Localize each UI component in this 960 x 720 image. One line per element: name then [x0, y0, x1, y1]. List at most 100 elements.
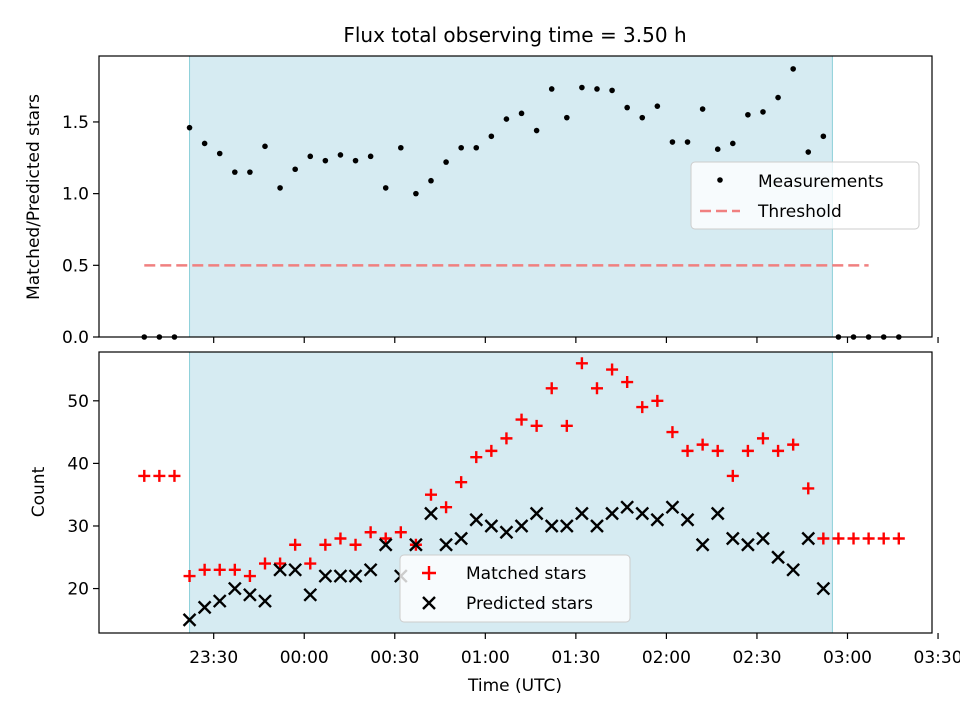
- measurement-point: [337, 152, 344, 158]
- top-y-tick-label: 1.0: [62, 185, 89, 205]
- matched-star-point: [636, 401, 649, 414]
- measurement-point: [533, 127, 540, 134]
- matched-star-point: [424, 488, 437, 501]
- measurement-point: [277, 185, 283, 191]
- x-axis-label: Time (UTC): [467, 676, 562, 696]
- matched-star-point: [621, 376, 634, 389]
- chart-title: Flux total observing time = 3.50 h: [343, 23, 686, 47]
- measurement-point: [292, 166, 298, 173]
- matched-star-point: [530, 419, 543, 432]
- top-y-tick-label: 0.0: [62, 328, 89, 348]
- measurement-point: [322, 157, 329, 164]
- legend-label-matched: Matched stars: [466, 564, 586, 584]
- predicted-star-point: [499, 525, 514, 540]
- predicted-star-point: [529, 506, 544, 521]
- predicted-star-point: [710, 506, 725, 521]
- matched-star-point: [274, 557, 287, 570]
- measurement-point: [247, 169, 253, 175]
- x-tick-label: 02:00: [642, 648, 691, 668]
- measurement-point: [367, 153, 374, 160]
- measurement-point: [820, 133, 827, 140]
- bottom-plot-area: [138, 357, 905, 627]
- matched-star-point: [606, 363, 619, 376]
- predicted-star-point: [680, 512, 695, 527]
- top-legend: Measurements Threshold: [690, 161, 920, 230]
- matched-star-point: [787, 438, 800, 451]
- measurement-point: [669, 139, 676, 145]
- matched-star-point: [651, 394, 664, 407]
- matched-star-point: [741, 444, 754, 457]
- bottom-y-axis-label: Count: [29, 466, 49, 517]
- legend-marker-matched: [422, 566, 436, 580]
- predicted-star-point: [348, 569, 363, 583]
- predicted-star-point: [363, 562, 378, 577]
- predicted-star-point: [575, 506, 589, 521]
- measurement-point: [518, 110, 525, 117]
- x-tick-label: 02:30: [732, 648, 781, 668]
- predicted-star-point: [409, 537, 423, 552]
- bottom-y-tick-label: 20: [67, 580, 89, 600]
- matched-star-point: [334, 532, 347, 545]
- measurement-point: [428, 177, 434, 184]
- measurement-point: [488, 133, 495, 140]
- matched-star-point: [258, 557, 271, 570]
- predicted-star-point: [197, 600, 212, 615]
- matched-star-point: [183, 570, 196, 583]
- predicted-star-point: [605, 506, 619, 521]
- measurement-point: [548, 86, 555, 92]
- matched-star-point: [877, 532, 890, 545]
- measurement-point: [382, 185, 389, 191]
- top-y-axis-label: Matched/Predicted stars: [24, 94, 44, 300]
- legend-marker-predicted: [422, 596, 436, 610]
- matched-star-point: [726, 469, 739, 482]
- matched-star-point: [832, 532, 845, 545]
- predicted-star-point: [665, 500, 680, 515]
- legend-label-threshold: Threshold: [757, 202, 842, 222]
- matched-star-point: [862, 532, 875, 545]
- predicted-star-point: [212, 594, 227, 608]
- predicted-star-point: [514, 519, 529, 533]
- measurement-point: [639, 114, 646, 121]
- measurement-point: [398, 144, 404, 151]
- matched-star-point: [575, 357, 588, 370]
- matched-star-point: [500, 432, 513, 445]
- matched-star-point: [696, 438, 709, 451]
- measurement-point: [216, 150, 223, 157]
- legend-marker-measurements: [717, 177, 723, 183]
- predicted-star-point: [227, 581, 242, 596]
- measurement-point: [760, 109, 766, 115]
- measurement-point: [609, 87, 615, 94]
- matched-star-point: [168, 469, 181, 482]
- predicted-star-point: [454, 531, 469, 546]
- predicted-star-point: [771, 550, 785, 565]
- predicted-star-point: [559, 519, 574, 533]
- predicted-star-point: [590, 519, 604, 533]
- matched-star-point: [364, 526, 377, 539]
- top-y-axis: 0.0 0.5 1.0 1.5: [62, 113, 99, 348]
- matched-star-point: [349, 538, 362, 551]
- predicted-star-point: [439, 537, 453, 552]
- matched-star-point: [802, 482, 815, 495]
- predicted-star-point: [243, 587, 257, 602]
- matched-star-point: [590, 382, 603, 395]
- matched-star-point: [153, 469, 166, 482]
- predicted-star-point: [786, 562, 801, 577]
- matched-star-point: [485, 444, 498, 457]
- measurement-point: [730, 140, 736, 147]
- measurement-point: [262, 143, 268, 150]
- top-y-tick-label: 1.5: [62, 113, 89, 133]
- matched-star-point: [666, 426, 679, 439]
- matched-star-point: [455, 476, 468, 489]
- predicted-star-point: [288, 562, 303, 577]
- measurement-point: [624, 104, 630, 111]
- predicted-star-point: [725, 531, 740, 546]
- top-y-tick-label: 0.5: [62, 256, 89, 276]
- measurement-point: [775, 94, 781, 101]
- measurement-point: [473, 144, 480, 151]
- matched-star-point: [560, 419, 573, 432]
- matched-star-point: [379, 532, 392, 545]
- matched-star-point: [213, 563, 226, 576]
- measurement-point: [564, 114, 570, 121]
- predicted-star-point: [318, 569, 333, 583]
